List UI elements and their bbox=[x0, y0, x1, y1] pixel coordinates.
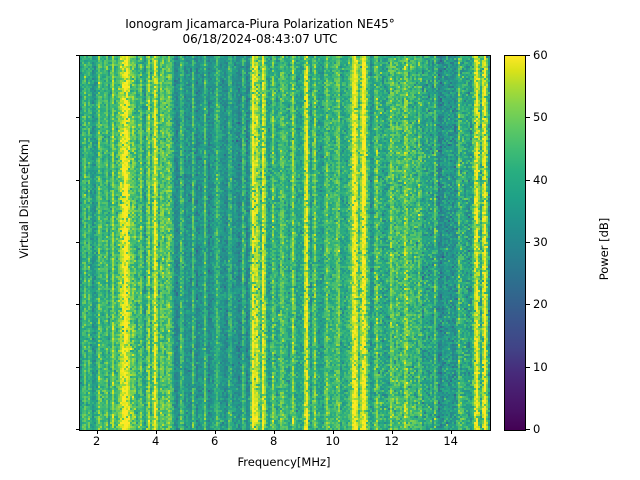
y-axis-label: Virtual Distance[Km] bbox=[17, 139, 31, 259]
colorbar-tick-mark bbox=[526, 366, 530, 368]
y-tick-mark bbox=[75, 242, 79, 243]
x-tick-mark bbox=[96, 430, 98, 434]
y-tick-mark bbox=[75, 366, 79, 368]
x-tick-mark bbox=[450, 430, 452, 434]
ionogram-heatmap bbox=[80, 56, 490, 430]
y-tick-mark bbox=[75, 55, 79, 56]
colorbar-tick-label: 10 bbox=[533, 359, 548, 374]
x-tick-label: 2 bbox=[93, 434, 101, 448]
colorbar-tick-label: 50 bbox=[533, 110, 548, 125]
page-title: Ionogram Jicamarca-Piura Polarization NE… bbox=[125, 17, 395, 46]
x-tick-mark bbox=[155, 430, 157, 434]
colorbar-tick-mark bbox=[526, 117, 530, 119]
x-tick-label: 10 bbox=[325, 434, 340, 448]
colorbar-tick-mark bbox=[526, 179, 530, 181]
x-tick-mark bbox=[273, 430, 275, 434]
colorbar-tick-label: 30 bbox=[533, 235, 548, 249]
colorbar-tick-mark bbox=[526, 304, 530, 306]
colorbar-tick-mark bbox=[526, 55, 530, 56]
colorbar-tick-label: 60 bbox=[533, 48, 548, 62]
y-tick-mark bbox=[75, 429, 79, 430]
y-tick-mark bbox=[75, 304, 79, 306]
x-tick-mark bbox=[214, 430, 216, 434]
x-tick-mark bbox=[332, 430, 334, 434]
x-tick-mark bbox=[391, 430, 393, 434]
x-tick-label: 4 bbox=[152, 434, 160, 448]
x-axis-label: Frequency[MHz] bbox=[237, 455, 331, 469]
colorbar-label: Power [dB] bbox=[597, 217, 611, 281]
colorbar-tick-label: 0 bbox=[533, 422, 541, 436]
x-tick-label: 12 bbox=[384, 434, 399, 448]
colorbar-tick-label: 40 bbox=[533, 172, 548, 187]
y-tick-mark bbox=[75, 179, 79, 181]
power-colorbar bbox=[504, 55, 526, 431]
colorbar-tick-mark bbox=[526, 242, 530, 243]
heatmap-axes bbox=[79, 55, 491, 431]
x-tick-label: 6 bbox=[211, 434, 219, 448]
x-tick-label: 14 bbox=[443, 434, 458, 448]
x-tick-label: 8 bbox=[270, 434, 278, 448]
colorbar-tick-label: 20 bbox=[533, 297, 548, 312]
colorbar-tick-mark bbox=[526, 429, 530, 430]
y-tick-mark bbox=[75, 117, 79, 119]
